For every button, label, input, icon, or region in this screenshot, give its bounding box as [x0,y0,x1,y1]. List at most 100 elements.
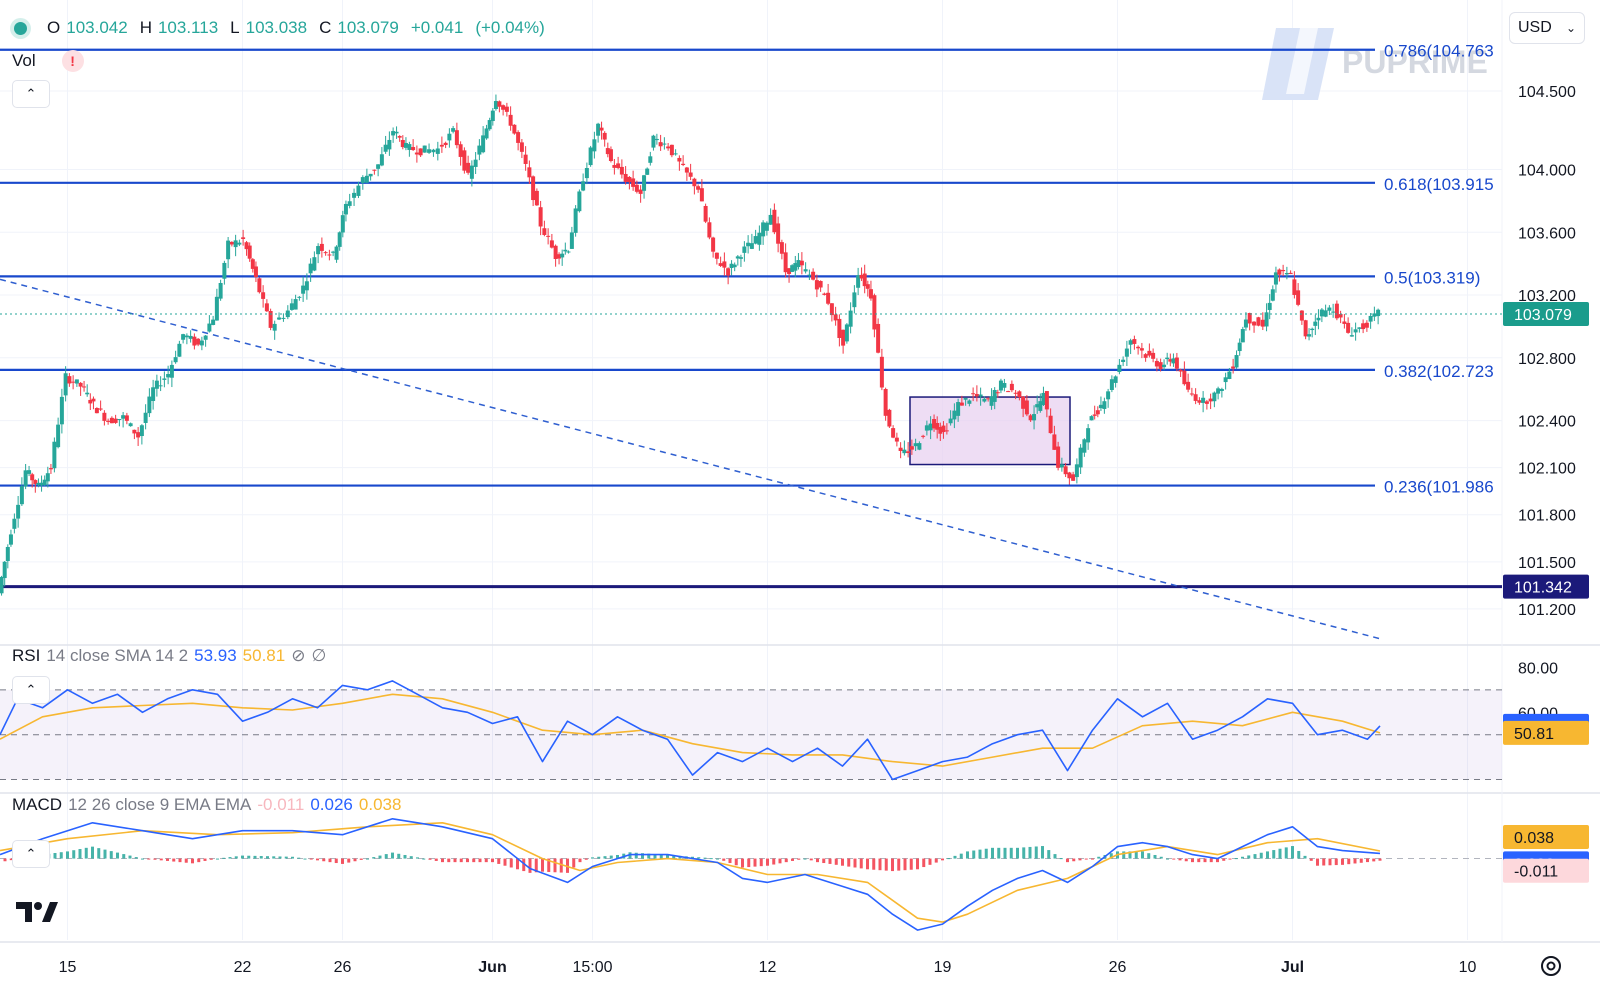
rsi-sma-value: 50.81 [242,646,286,665]
currency-select[interactable]: USD ⌄ [1509,12,1585,44]
candle-body [592,139,597,152]
candle-body [935,422,940,430]
candle-body [56,424,61,448]
candle-body [1165,357,1170,360]
candle-body [1331,311,1336,313]
macd-histogram-bar [203,858,207,861]
candle-body [844,324,849,342]
tradingview-logo-icon[interactable] [16,902,60,926]
macd-histogram-bar [1053,854,1057,859]
candle-body [241,237,246,239]
collapse-macd-button[interactable]: ⌃ [12,840,50,868]
candle-body [833,314,838,321]
candle-body [158,385,163,387]
macd-histogram-bar [72,850,76,859]
gear-icon[interactable] [1538,953,1564,979]
macd-histogram-bar [753,858,757,867]
current-price-badge-bg [1503,302,1589,327]
candle-body [577,191,582,212]
candle-body [1227,371,1232,379]
macd-histogram-bar [791,858,794,861]
candle-body [501,105,506,110]
candle-body [793,263,798,271]
macd-histogram-bar [1159,856,1163,859]
macd-histogram-bar [453,858,457,863]
macd-histogram-bar [447,858,451,863]
macd-histogram-bar [722,858,726,861]
candle-body [1342,321,1347,324]
candle-body [33,480,38,484]
macd-signal-value: 0.038 [358,795,402,814]
candle-body [481,135,486,153]
candle-body [1132,339,1137,344]
candle-body [247,245,252,259]
candle-body [1364,322,1369,328]
macd-histogram-bar [1203,858,1207,863]
macd-histogram-bar [1291,846,1294,859]
candle-body [807,274,812,276]
eye-off-icon[interactable]: ∅ [311,646,327,665]
candle-body [308,263,313,274]
macd-histogram-bar [591,857,594,859]
candle-body [293,299,298,310]
candle-body [113,418,118,423]
macd-histogram-bar [1341,858,1344,865]
candle-body [78,382,83,387]
macd-histogram-bar [141,858,144,860]
candle-body [36,482,41,486]
candle-body [1334,303,1339,319]
candle-body [102,412,107,421]
macd-histogram-bar [697,857,701,859]
candle-body [764,222,769,231]
macd-histogram-bar [916,858,919,870]
candle-body [462,150,467,171]
macd-histogram-bar [634,852,638,859]
candle-body [707,222,712,238]
currency-value: USD [1518,19,1552,36]
macd-histogram-bar [522,858,526,872]
collapse-main-button[interactable]: ⌃ [12,80,50,108]
candle-body [1059,464,1064,468]
macd-histogram-bar [259,856,263,859]
candle-body [921,435,926,437]
macd-histogram-bar [716,858,719,860]
range-box-rect [909,396,1071,466]
candle-body [963,397,968,400]
collapse-rsi-button[interactable]: ⌃ [12,676,50,704]
price-axis: 104.500 104.000 103.600 103.200 102.800 102.4… [1503,84,1589,883]
candle-body [1353,329,1358,333]
macd-histogram-bar [216,858,219,860]
candle-body [1349,335,1354,337]
macd-histogram-bar [759,858,763,867]
candle-body [411,147,416,151]
price-tick-label: 103.200 [1518,288,1576,305]
candle-body [360,177,365,183]
candle-body [1208,398,1213,402]
macd-histogram-bar [766,858,769,866]
macd-histogram-bar [484,858,488,863]
candle-body [8,534,13,545]
macd-histogram-bar [509,858,513,868]
macd-histogram-bar [497,858,501,864]
macd-histogram-bar [466,858,469,863]
candle-body [451,128,456,132]
candle-body [250,259,255,269]
candle-body [563,249,568,252]
macd-signal-badge-bg [1503,825,1589,850]
alert-icon[interactable]: ! [61,50,84,72]
macd-histogram-value: -0.011 [257,795,305,814]
macd-histogram-bar [1253,854,1257,859]
candle-body [584,168,589,179]
macd-legend: MACD 12 26 close 9 EMA EMA -0.011 0.026 … [12,795,401,815]
candle-body [304,281,309,291]
candle-body [1201,397,1206,403]
macd-histogram-bar [728,858,732,864]
rsi-value: 53.93 [194,646,237,665]
candle-body [435,148,440,154]
macd-histogram-bar [278,856,282,859]
change-percent: (+0.04%) [475,18,545,37]
macd-histogram-bar [1378,858,1382,861]
eye-off-icon[interactable]: ⊘ [291,646,306,665]
candle-body [978,394,983,397]
